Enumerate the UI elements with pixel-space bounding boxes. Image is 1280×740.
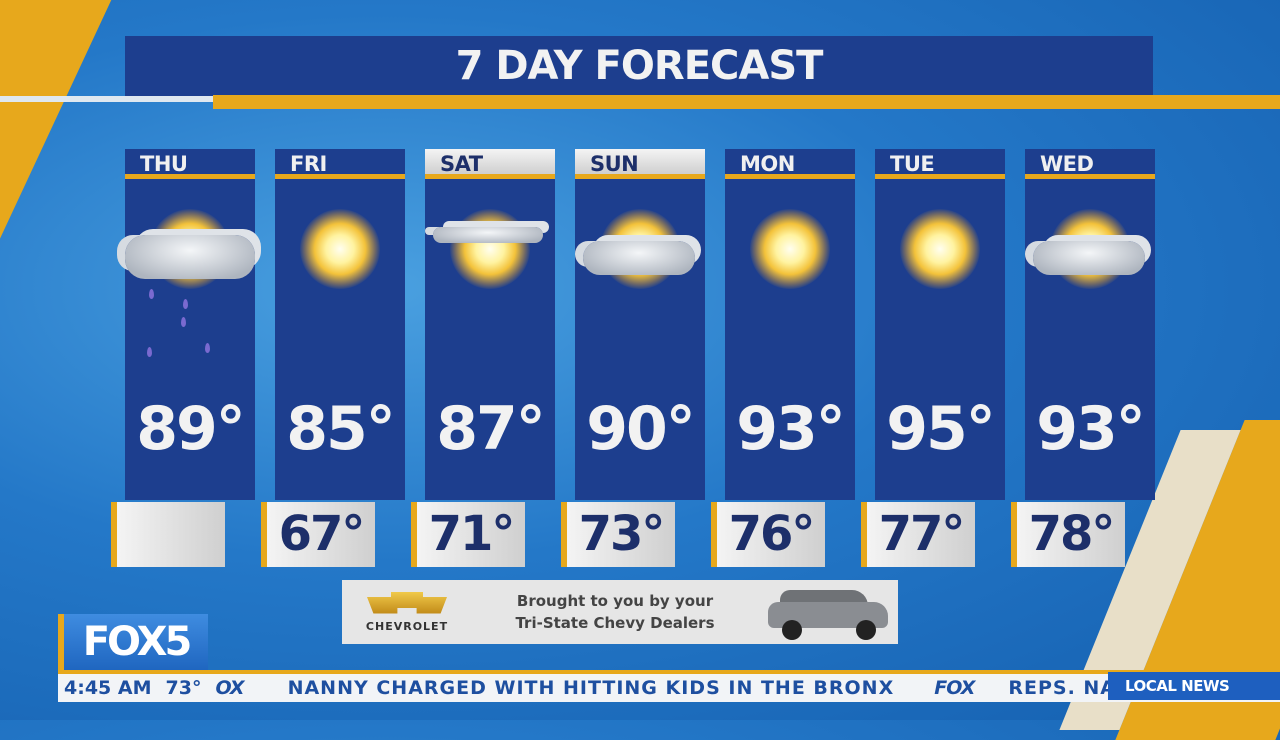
fox-logo-icon: OX [215,677,244,699]
page-title: 7 DAY FORECAST [125,36,1153,96]
low-temp: 78° [1011,502,1125,567]
high-temp: 89° [136,394,246,464]
chevrolet-logo: CHEVROLET [342,591,472,633]
brand-name: CHEVROLET [365,619,449,633]
divider [213,95,1280,109]
ticker-temp: 73° [165,677,202,699]
day-label: FRI [275,149,405,179]
news-ticker: 4:45 AM 73° OX NANNY CHARGED WITH HITTIN… [58,670,1280,702]
forecast-day-sun: SUN 90° [575,149,705,500]
sponsor-banner: CHEVROLET Brought to you by your Tri-Sta… [342,580,898,644]
sponsor-text: Brought to you by your Tri-State Chevy D… [472,590,758,634]
day-label: MON [725,149,855,179]
sponsor-line-1: Brought to you by your [516,592,714,610]
forecast-day-wed: WED 93° [1025,149,1155,500]
high-temp: 95° [886,394,996,464]
forecast-day-thu: THU 89° [125,149,255,500]
forecast-day-sat: SAT 87° [425,149,555,500]
day-label: SAT [425,149,555,179]
sun-icon [275,199,405,299]
forecast-day-fri: FRI 85° [275,149,405,500]
low-temp: 73° [561,502,675,567]
forecast-day-tue: TUE 95° [875,149,1005,500]
high-temp: 93° [1036,394,1146,464]
section-label: LOCAL NEWS [1108,672,1280,700]
sun-cloud-icon [575,199,705,299]
sun-icon [875,199,1005,299]
station-logo: FOX5 [58,614,208,670]
sun-cloud-icon [1025,199,1155,299]
high-temp: 93° [736,394,846,464]
low-temp: 71° [411,502,525,567]
low-temp: 76° [711,502,825,567]
day-label: WED [1025,149,1155,179]
high-temp: 87° [436,394,546,464]
day-label: THU [125,149,255,179]
high-temp: 85° [286,394,396,464]
bowtie-icon [367,591,447,614]
low-temp: 67° [261,502,375,567]
car-image [758,582,898,642]
sponsor-line-2: Tri-State Chevy Dealers [515,614,715,632]
high-temp: 90° [586,394,696,464]
day-label: SUN [575,149,705,179]
fox-logo-icon: FOX [934,677,975,699]
low-temp [111,502,225,567]
low-temp: 77° [861,502,975,567]
ticker-time: 4:45 AM [64,677,152,699]
divider [0,96,213,102]
sun-icon [725,199,855,299]
gold-diagonal-stripe-left [0,0,121,240]
sun-thin-cloud-icon [425,199,555,299]
day-label: TUE [875,149,1005,179]
ticker-headline: NANNY CHARGED WITH HITTING KIDS IN THE B… [287,677,895,699]
sun-cloud-rain-icon [125,199,255,357]
forecast-day-mon: MON 93° [725,149,855,500]
